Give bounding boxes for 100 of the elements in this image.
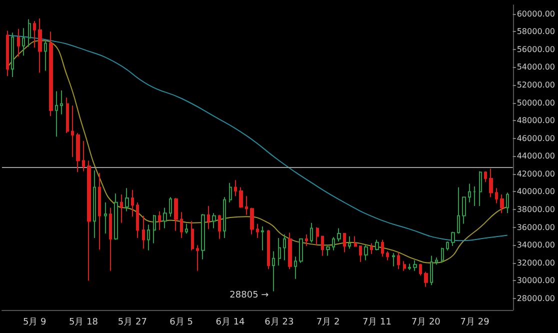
candlestick xyxy=(310,222,313,243)
candlestick xyxy=(430,255,433,286)
x-tick-label: 5月 18 xyxy=(68,318,98,328)
candlestick xyxy=(207,205,210,230)
candlestick xyxy=(239,186,243,208)
y-tick-label: 40000.00 xyxy=(516,187,555,196)
candlestick xyxy=(33,20,36,48)
candlestick xyxy=(104,202,107,234)
candlestick xyxy=(185,223,188,234)
candlestick xyxy=(381,239,384,258)
candlestick xyxy=(283,234,286,261)
candlestick xyxy=(158,210,161,230)
candlestick xyxy=(288,232,292,270)
candlestick xyxy=(413,260,417,272)
candlestick xyxy=(109,207,112,272)
candlestick xyxy=(364,244,368,261)
candlestick xyxy=(489,168,493,198)
candlestick xyxy=(392,252,395,267)
y-tick-label: 52000.00 xyxy=(516,80,555,90)
candlestick xyxy=(408,263,411,270)
candlestick xyxy=(49,31,53,117)
candlestick xyxy=(375,239,379,251)
candlestick xyxy=(451,231,455,246)
candlestick xyxy=(180,212,183,238)
candlestick xyxy=(272,250,275,292)
candlestick xyxy=(163,207,167,229)
y-tick-label: 28000.00 xyxy=(516,294,555,303)
candlestick xyxy=(441,247,444,264)
candlestick xyxy=(386,250,389,261)
candlestick xyxy=(22,28,25,56)
candlestick xyxy=(60,90,63,115)
y-tick-label: 56000.00 xyxy=(516,44,555,54)
x-tick-label: 7月 11 xyxy=(362,318,392,328)
candlestick xyxy=(71,104,74,158)
candlestick xyxy=(294,256,297,280)
candlestick xyxy=(44,40,47,72)
candlestick xyxy=(321,236,324,256)
candlestick xyxy=(337,228,341,242)
y-tick-label: 44000.00 xyxy=(516,152,555,161)
y-tick-label: 48000.00 xyxy=(516,116,555,126)
candlestick xyxy=(55,90,58,138)
candlestick xyxy=(299,238,303,264)
y-tick-label: 36000.00 xyxy=(516,222,555,232)
y-tick-label: 42000.00 xyxy=(516,169,555,178)
candlestick xyxy=(305,234,308,246)
candlestick xyxy=(332,236,335,251)
candlestick xyxy=(397,252,400,270)
candlestick xyxy=(136,202,139,238)
candlestick xyxy=(38,18,42,74)
candlestick xyxy=(343,233,346,253)
candlestick xyxy=(495,188,498,204)
candlestick xyxy=(153,214,156,244)
candlestick xyxy=(403,260,406,272)
candlestick xyxy=(142,215,145,250)
candlestick xyxy=(479,170,482,206)
y-tick-label: 60000.00 xyxy=(516,9,555,18)
candlestick xyxy=(256,223,259,238)
candlestick xyxy=(316,226,319,246)
candlestick xyxy=(354,236,357,248)
y-tick-label: 30000.00 xyxy=(516,276,555,286)
candlestick xyxy=(473,186,476,206)
candlestick xyxy=(250,207,254,235)
candlestick xyxy=(131,189,134,218)
candlestick xyxy=(446,241,449,251)
candlestick xyxy=(174,197,178,232)
candlestick xyxy=(169,196,172,218)
candlestick xyxy=(223,196,226,238)
candlestick xyxy=(196,244,199,272)
candlestick xyxy=(326,245,330,256)
candlestick xyxy=(28,18,31,48)
candlestick xyxy=(6,30,9,77)
candlestick xyxy=(191,220,194,251)
candlestick xyxy=(87,160,91,282)
candlestick xyxy=(370,242,373,254)
candlestick xyxy=(245,196,248,216)
candlestick xyxy=(457,186,460,234)
x-tick-label: 6月 5 xyxy=(170,318,193,328)
candlestick xyxy=(147,224,150,251)
candlestick xyxy=(500,194,504,214)
candlestick xyxy=(218,214,221,240)
candlestick xyxy=(278,237,281,266)
candlestick xyxy=(267,229,270,270)
candlestick xyxy=(435,257,438,266)
y-tick-label: 38000.00 xyxy=(516,205,555,214)
x-tick-label: 7月 29 xyxy=(460,318,490,328)
y-tick-label: 54000.00 xyxy=(516,62,555,72)
x-tick-label: 7月 2 xyxy=(316,318,340,328)
candlestick xyxy=(359,245,362,262)
candlestick xyxy=(229,182,232,203)
candlestick xyxy=(66,96,69,134)
y-tick-label: 50000.00 xyxy=(516,98,555,108)
candlestick xyxy=(261,226,264,251)
y-tick-label: 32000.00 xyxy=(516,258,555,268)
candlestick xyxy=(98,172,101,250)
candlestick xyxy=(419,263,422,276)
candlestick xyxy=(125,188,129,212)
candlestick xyxy=(468,183,471,203)
annotation: 28805 → xyxy=(230,290,270,300)
candlestick xyxy=(506,192,509,214)
candlestick xyxy=(201,213,205,260)
